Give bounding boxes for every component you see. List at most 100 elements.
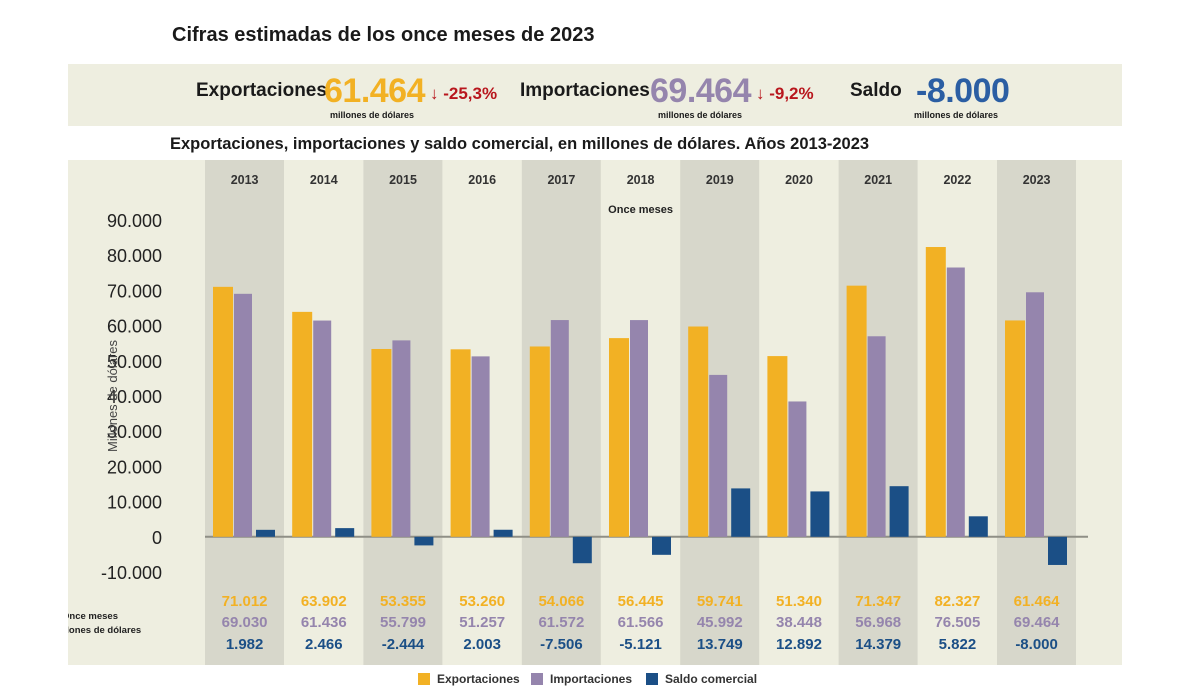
bar-exports-2017 bbox=[529, 346, 550, 537]
data-label-exports-2016: 53.260 bbox=[459, 593, 505, 610]
bar-exports-2020 bbox=[767, 356, 788, 537]
data-label-balance-2019: 13.749 bbox=[697, 636, 743, 653]
legend-label-exports: Exportaciones bbox=[437, 672, 520, 686]
data-label-balance-2018: -5.121 bbox=[619, 636, 662, 653]
data-label-balance-2021: 14.379 bbox=[855, 636, 901, 653]
bar-balance-2021 bbox=[889, 486, 909, 537]
data-label-exports-2017: 54.066 bbox=[538, 593, 584, 610]
bar-exports-2018 bbox=[609, 338, 629, 537]
legend-swatch-imports bbox=[531, 673, 543, 685]
legend: Exportaciones Importaciones Saldo comerc… bbox=[0, 672, 1200, 692]
bar-imports-2023 bbox=[1026, 292, 1044, 537]
y-tick-label: -10.000 bbox=[101, 563, 162, 583]
kpi-imports-label: Importaciones bbox=[520, 80, 650, 101]
table-row-label-2: en millones de dólares bbox=[68, 625, 141, 636]
bar-exports-2014 bbox=[292, 311, 313, 537]
kpi-balance-value: -8.000 bbox=[916, 72, 1010, 110]
year-label: 2020 bbox=[785, 173, 813, 187]
year-label: 2016 bbox=[468, 173, 496, 187]
year-label: 2019 bbox=[706, 173, 734, 187]
data-label-exports-2020: 51.340 bbox=[776, 593, 822, 610]
data-label-balance-2014: 2.466 bbox=[305, 636, 343, 653]
bar-imports-2022 bbox=[946, 267, 965, 537]
year-label: 2023 bbox=[1023, 173, 1051, 187]
page-title: Cifras estimadas de los once meses de 20… bbox=[172, 24, 595, 46]
y-tick-label: 0 bbox=[152, 528, 162, 548]
legend-swatch-balance bbox=[646, 673, 658, 685]
bar-balance-2023 bbox=[1048, 536, 1067, 565]
bar-balance-2019 bbox=[731, 488, 751, 537]
data-label-exports-2022: 82.327 bbox=[934, 593, 980, 610]
data-label-balance-2022: 5.822 bbox=[939, 636, 977, 653]
year-label: 2015 bbox=[389, 173, 417, 187]
y-tick-label: 60.000 bbox=[107, 317, 162, 337]
year-label: 2014 bbox=[310, 173, 338, 187]
kpi-band: Exportaciones 61.464 millones de dólares… bbox=[68, 64, 1122, 126]
bar-imports-2019 bbox=[709, 374, 728, 537]
bar-imports-2016 bbox=[471, 356, 490, 537]
bar-balance-2022 bbox=[968, 516, 988, 537]
data-label-exports-2014: 63.902 bbox=[301, 593, 347, 610]
data-label-balance-2016: 2.003 bbox=[463, 636, 501, 653]
bar-exports-2016 bbox=[450, 349, 471, 537]
year-label: 2021 bbox=[864, 173, 892, 187]
data-label-balance-2015: -2.444 bbox=[382, 636, 425, 653]
bar-exports-2013 bbox=[213, 286, 233, 537]
chart-subtitle: Once meses bbox=[608, 204, 673, 216]
data-label-exports-2015: 53.355 bbox=[380, 593, 426, 610]
bar-balance-2017 bbox=[572, 536, 592, 564]
legend-item-exports: Exportaciones bbox=[418, 672, 520, 686]
table-row-label-1: Once meses bbox=[68, 611, 118, 622]
year-label: 2018 bbox=[627, 173, 655, 187]
data-label-exports-2023: 61.464 bbox=[1014, 593, 1061, 610]
bar-balance-2016 bbox=[493, 529, 513, 537]
year-label: 2013 bbox=[231, 173, 259, 187]
bar-balance-2020 bbox=[810, 491, 830, 537]
data-label-balance-2017: -7.506 bbox=[540, 636, 583, 653]
bar-balance-2018 bbox=[652, 536, 671, 555]
y-tick-label: 80.000 bbox=[107, 246, 162, 266]
bar-exports-2019 bbox=[688, 326, 709, 537]
y-tick-label: 20.000 bbox=[107, 457, 162, 477]
bar-imports-2015 bbox=[392, 340, 411, 537]
data-label-imports-2015: 55.799 bbox=[380, 614, 426, 631]
data-label-balance-2013: 1.982 bbox=[226, 636, 264, 653]
data-label-imports-2019: 45.992 bbox=[697, 614, 743, 631]
bar-exports-2022 bbox=[925, 247, 946, 537]
bar-balance-2014 bbox=[335, 528, 355, 537]
data-label-imports-2013: 69.030 bbox=[222, 614, 268, 631]
year-label: 2017 bbox=[547, 173, 575, 187]
y-tick-label: 90.000 bbox=[107, 211, 162, 231]
y-axis-label: Millones de dólares bbox=[105, 340, 120, 453]
data-label-imports-2017: 61.572 bbox=[538, 614, 584, 631]
kpi-exports-label: Exportaciones bbox=[196, 80, 327, 101]
legend-label-balance: Saldo comercial bbox=[665, 672, 758, 686]
data-label-exports-2013: 71.012 bbox=[222, 593, 268, 610]
data-label-exports-2019: 59.741 bbox=[697, 593, 743, 610]
legend-swatch-exports bbox=[418, 673, 430, 685]
kpi-balance-label: Saldo bbox=[850, 80, 902, 101]
data-label-balance-2020: 12.892 bbox=[776, 636, 822, 653]
data-label-imports-2021: 56.968 bbox=[855, 614, 901, 631]
kpi-exports-unit: millones de dólares bbox=[330, 110, 415, 120]
bar-balance-2015 bbox=[414, 536, 434, 546]
bar-balance-2013 bbox=[256, 529, 275, 537]
y-tick-label: 70.000 bbox=[107, 281, 162, 301]
legend-label-imports: Importaciones bbox=[550, 672, 633, 686]
y-tick-label: 40.000 bbox=[107, 387, 162, 407]
bar-imports-2017 bbox=[550, 320, 569, 537]
chart-title: Exportaciones, importaciones y saldo com… bbox=[170, 135, 870, 153]
data-label-imports-2018: 61.566 bbox=[618, 614, 664, 631]
y-tick-label: 30.000 bbox=[107, 422, 162, 442]
bar-exports-2021 bbox=[846, 285, 867, 537]
bar-exports-2015 bbox=[371, 348, 392, 537]
data-label-imports-2016: 51.257 bbox=[459, 614, 505, 631]
data-label-imports-2022: 76.505 bbox=[934, 614, 980, 631]
kpi-exports-change: ↓ -25,3% bbox=[430, 84, 498, 103]
data-label-exports-2021: 71.347 bbox=[855, 593, 901, 610]
kpi-imports-unit: millones de dólares bbox=[658, 110, 743, 120]
bar-exports-2023 bbox=[1005, 320, 1025, 537]
y-tick-label: 10.000 bbox=[107, 493, 162, 513]
bar-imports-2013 bbox=[234, 293, 252, 537]
data-label-imports-2023: 69.464 bbox=[1014, 614, 1061, 631]
